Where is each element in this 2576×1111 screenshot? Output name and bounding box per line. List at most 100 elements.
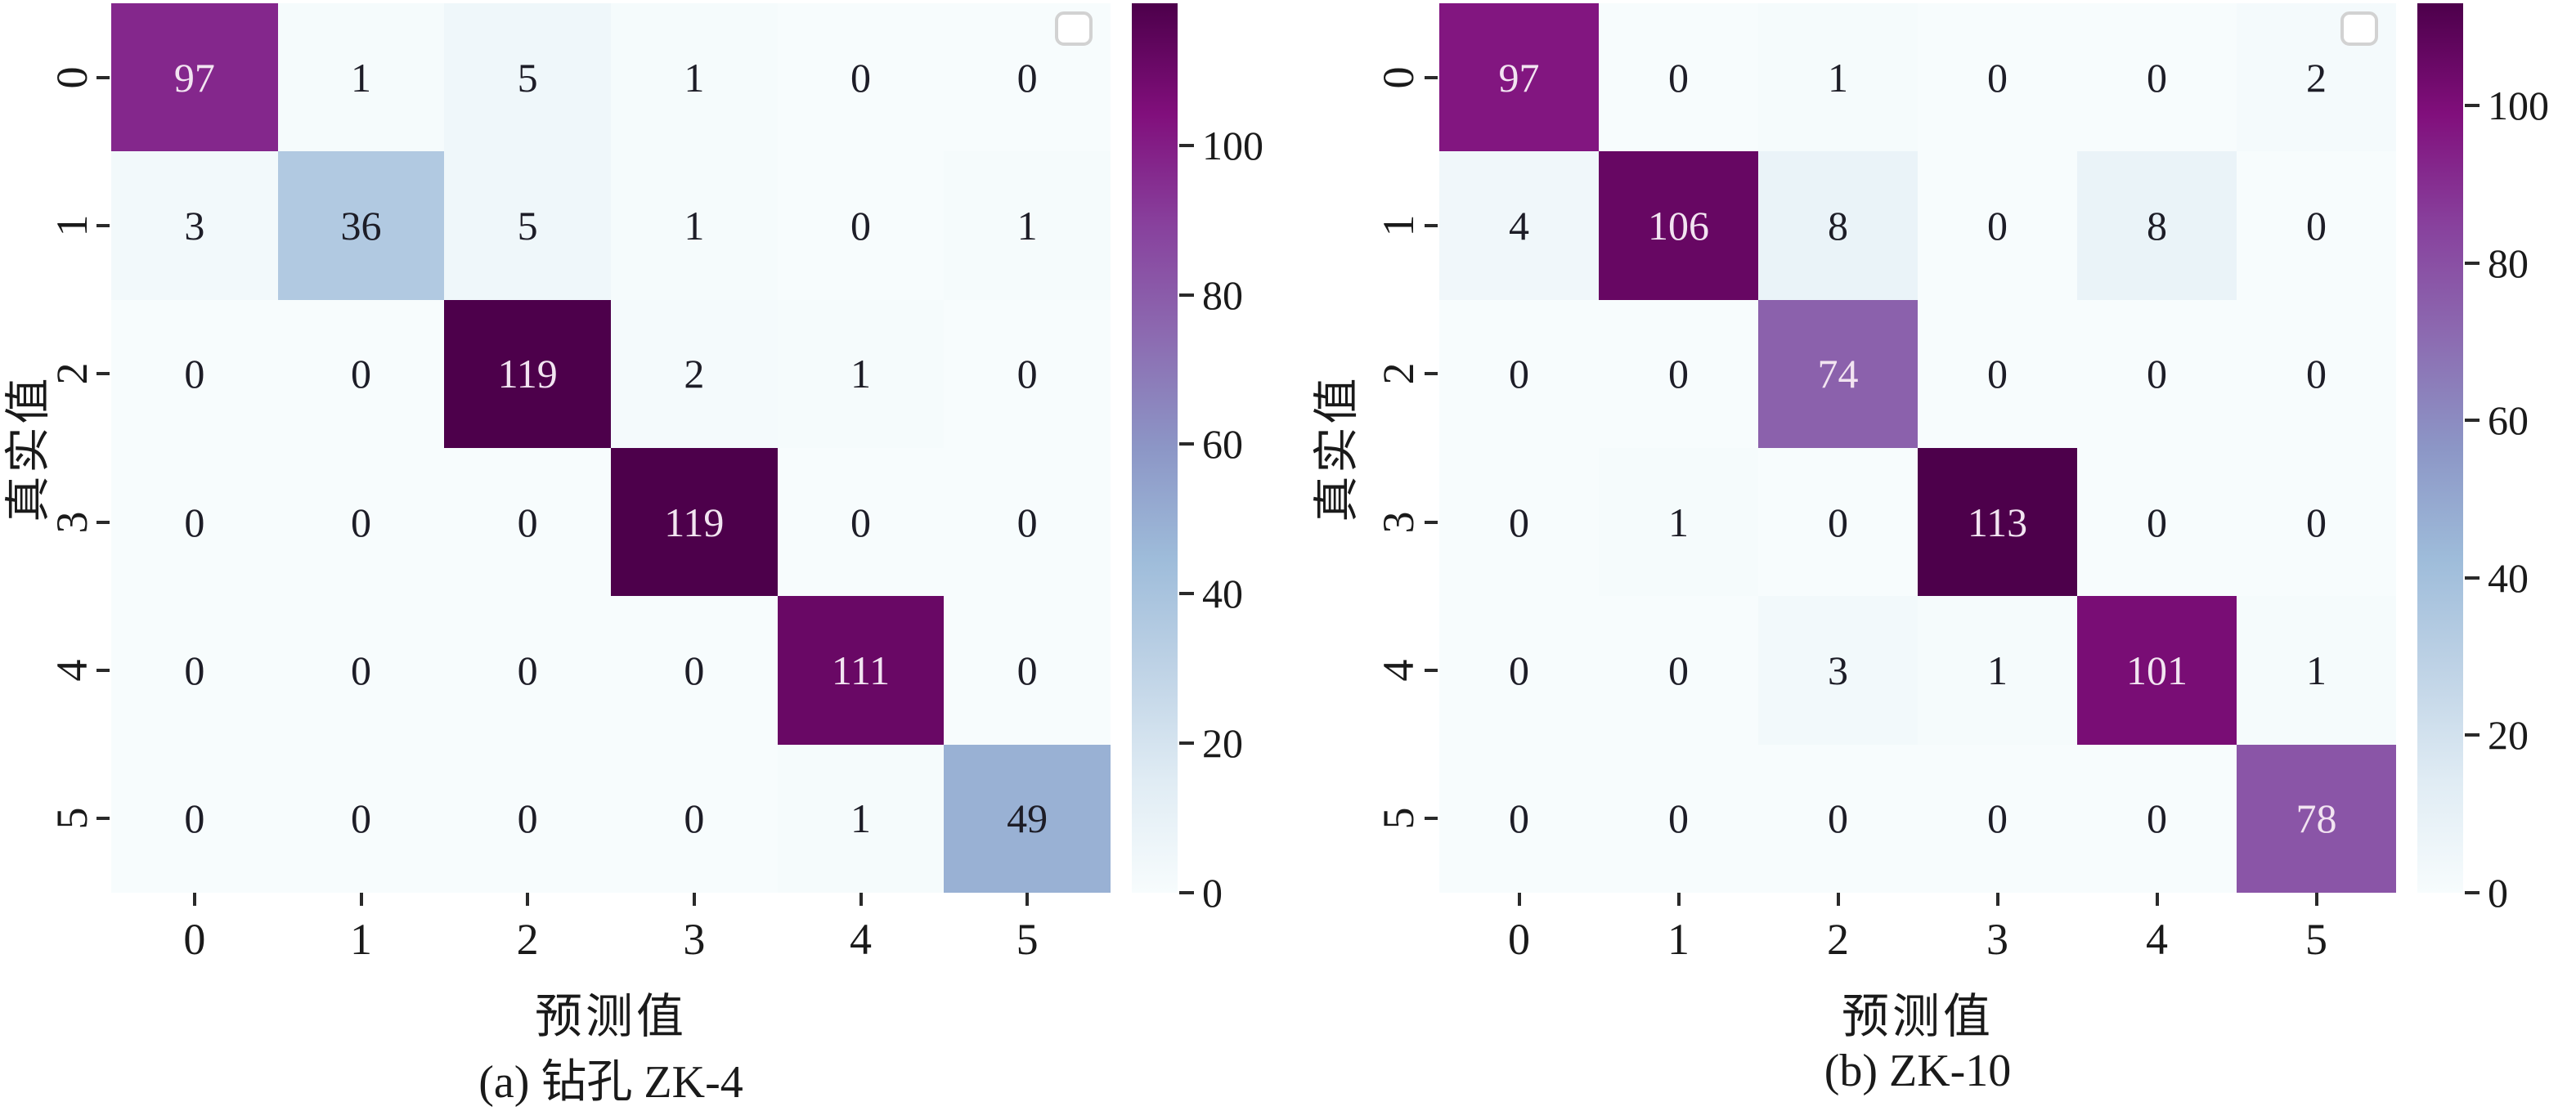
- matrix-cell: 0: [1758, 447, 1918, 597]
- matrix-cell: 0: [944, 299, 1111, 448]
- y-tick-mark: [1425, 669, 1438, 672]
- colorbar-tick-mark: [1179, 293, 1194, 297]
- y-tick-label: 3: [47, 511, 96, 534]
- y-tick-label: 1: [1374, 214, 1423, 237]
- colorbar-tick-mark: [2465, 733, 2480, 737]
- matrix-cell: 0: [1439, 596, 1599, 745]
- matrix-cell: 0: [611, 596, 778, 745]
- colorbar-tick-mark: [1179, 442, 1194, 446]
- x-tick-label: 0: [183, 915, 206, 964]
- colorbar-tick-label: 40: [2488, 554, 2529, 601]
- y-tick-marks: [95, 3, 111, 893]
- x-tick-mark: [859, 893, 863, 906]
- y-tick-mark: [96, 372, 110, 376]
- colorbar-ticks: 0 20 40 60 80 100: [1178, 3, 1292, 913]
- y-tick-mark: [96, 520, 110, 524]
- matrix-cell: 0: [1439, 744, 1599, 893]
- x-tick-marks: [1439, 893, 2396, 907]
- matrix-cell: 0: [444, 744, 611, 893]
- matrix-cell: 0: [2077, 744, 2237, 893]
- x-axis-label: 预测值: [1841, 990, 1994, 1043]
- matrix-cell: 1: [2237, 596, 2396, 745]
- heatmap: 97 0 1 0 0 2 4 106 8 0 8 0 0 0 74 0 0 0 0 1 0 113 0 0 0 0 3 1 101 1 0 0…: [1439, 3, 2396, 893]
- matrix-cell: 8: [1758, 151, 1918, 300]
- x-tick-label: 0: [1508, 915, 1530, 964]
- y-tick-labels: 0 1 2 3 4 5: [47, 3, 96, 893]
- matrix-cell: 0: [944, 596, 1111, 745]
- matrix-cell: 0: [1599, 744, 1758, 893]
- matrix-cell: 74: [1758, 299, 1918, 448]
- y-tick-label: 5: [47, 807, 96, 830]
- matrix-cell: 111: [777, 596, 945, 745]
- x-tick-mark: [359, 893, 363, 906]
- heatmap-grid: 97 0 1 0 0 2 4 106 8 0 8 0 0 0 74 0 0 0 0 1 0 113 0 0 0 0 3 1 101 1 0 0…: [1439, 3, 2396, 893]
- colorbar-tick-label: 60: [1202, 421, 1243, 468]
- colorbar-tick-label: 20: [1202, 720, 1243, 767]
- y-axis-label: 真实值: [1312, 374, 1363, 522]
- matrix-cell: 0: [1918, 151, 2077, 300]
- colorbar-tick-mark: [1179, 741, 1194, 746]
- matrix-cell: 1: [944, 151, 1111, 300]
- matrix-cell: 0: [1918, 744, 2077, 893]
- colorbar-gradient: [1132, 3, 1178, 893]
- panel-caption: (b) ZK-10: [1824, 1046, 2012, 1096]
- matrix-cell: 0: [777, 151, 945, 300]
- colorbar-tick-label: 40: [1202, 571, 1243, 617]
- matrix-cell: 0: [2077, 3, 2237, 152]
- x-tick-label: 4: [2146, 915, 2168, 964]
- x-tick-label: 2: [516, 915, 539, 964]
- colorbar-tick-mark: [1179, 592, 1194, 596]
- matrix-cell: 0: [111, 596, 278, 745]
- matrix-cell: 1: [611, 3, 778, 152]
- colorbar-tick-mark: [2465, 576, 2480, 580]
- matrix-cell: 1: [1758, 3, 1918, 152]
- matrix-cell: 4: [1439, 151, 1599, 300]
- matrix-cell: 3: [111, 151, 278, 300]
- matrix-cell: 101: [2077, 596, 2237, 745]
- matrix-cell: 0: [1758, 744, 1918, 893]
- colorbar-tick-label: 0: [2488, 870, 2508, 916]
- x-tick-labels: 0 1 2 3 4 5: [1439, 914, 2396, 966]
- matrix-cell: 0: [444, 596, 611, 745]
- colorbar-tick-label: 60: [2488, 397, 2529, 444]
- y-tick-mark: [96, 669, 110, 672]
- matrix-cell: 0: [1918, 299, 2077, 448]
- y-tick-label: 3: [1374, 511, 1423, 534]
- colorbar: 0 20 40 60 80 100: [2417, 3, 2549, 913]
- x-tick-mark: [1517, 893, 1521, 906]
- y-tick-mark: [96, 224, 110, 227]
- matrix-cell: 49: [944, 744, 1111, 893]
- matrix-cell: 0: [111, 447, 278, 597]
- x-tick-label: 5: [1016, 915, 1039, 964]
- colorbar-tick-mark: [2465, 261, 2480, 265]
- colorbar-ticks: 0 20 40 60 80 100: [2463, 3, 2576, 913]
- y-tick-label: 1: [47, 214, 96, 237]
- matrix-cell: 5: [444, 151, 611, 300]
- x-tick-marks: [111, 893, 1111, 907]
- y-tick-mark: [1425, 75, 1438, 79]
- matrix-cell: 0: [1599, 596, 1758, 745]
- matrix-cell: 8: [2077, 151, 2237, 300]
- matrix-cell: 0: [111, 744, 278, 893]
- matrix-cell: 97: [1439, 3, 1599, 152]
- colorbar-tick-mark: [1179, 891, 1194, 894]
- y-tick-label: 5: [1374, 807, 1423, 830]
- y-tick-labels: 0 1 2 3 4 5: [1374, 3, 1423, 893]
- colorbar-tick-label: 80: [1202, 271, 1243, 318]
- y-tick-mark: [96, 75, 110, 79]
- y-tick-label: 0: [47, 66, 96, 89]
- matrix-cell: 1: [1918, 596, 2077, 745]
- matrix-cell: 0: [277, 447, 445, 597]
- matrix-cell: 0: [2237, 447, 2396, 597]
- heatmap: 97 1 5 1 0 0 3 36 5 1 0 1 0 0 119 2 1 0 0 0 0 119 0 0 0 0 0 0 111 0 0 0…: [111, 3, 1111, 893]
- matrix-cell: 0: [111, 299, 278, 448]
- heatmap-grid: 97 1 5 1 0 0 3 36 5 1 0 1 0 0 119 2 1 0 0 0 0 119 0 0 0 0 0 0 111 0 0 0…: [111, 3, 1111, 893]
- matrix-cell: 0: [944, 447, 1111, 597]
- y-tick-label: 4: [47, 659, 96, 682]
- colorbar-tick-mark: [2465, 891, 2480, 894]
- x-tick-label: 1: [1667, 915, 1690, 964]
